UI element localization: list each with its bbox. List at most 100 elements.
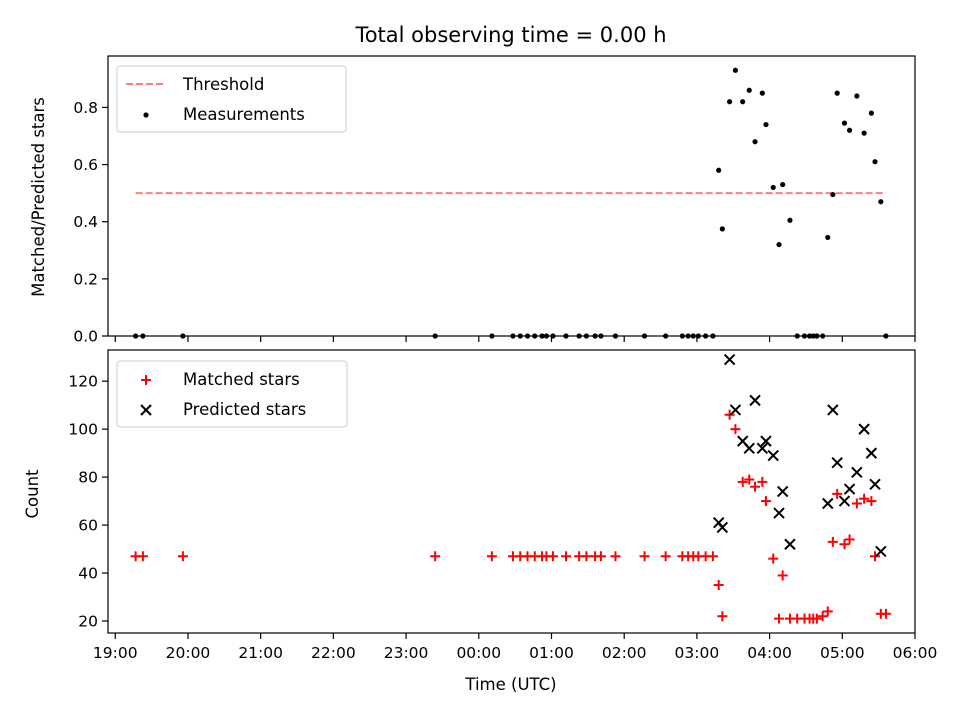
matched-point	[757, 476, 768, 487]
matched-point	[430, 551, 441, 562]
measurement-point	[872, 159, 878, 165]
x-stroke-b	[838, 495, 851, 507]
x-tick-label: 22:00	[311, 644, 356, 662]
x-stroke-b	[723, 353, 736, 366]
legend-threshold-label: Threshold	[182, 75, 264, 94]
measurement-point	[740, 99, 746, 105]
predicted-point	[851, 466, 863, 479]
top-y-axis-label: Matched/Predicted stars	[29, 97, 48, 297]
predicted-point	[723, 353, 736, 366]
x-stroke-b	[729, 404, 742, 416]
bottom-y-axis-label: Count	[23, 469, 42, 519]
matched-point	[750, 481, 761, 492]
predicted-point	[749, 394, 761, 407]
legend-matched-swatch	[141, 375, 151, 385]
x-stroke-b	[827, 404, 839, 416]
x-tick-label: 00:00	[456, 644, 501, 662]
matched-point	[713, 580, 724, 591]
predicted-point	[743, 442, 755, 455]
measurement-point	[846, 127, 853, 133]
x-stroke-b	[831, 457, 843, 469]
x-stroke-b	[749, 394, 761, 407]
x-stroke-b	[851, 466, 863, 479]
matched-point	[561, 551, 572, 562]
measurement-point	[787, 217, 793, 223]
measurement-point	[854, 93, 860, 99]
y-tick-label: 40	[78, 565, 98, 583]
y-tick-label: 0.8	[73, 99, 98, 117]
axes-frame	[107, 349, 916, 634]
x-tick-label: 19:00	[93, 644, 138, 662]
predicted-point	[822, 497, 834, 510]
predicted-point	[756, 442, 769, 455]
measurement-point	[746, 87, 752, 93]
measurement-point	[825, 234, 831, 241]
measurement-point	[752, 139, 758, 145]
y-tick-label: 0.0	[73, 328, 98, 346]
predicted-point	[869, 478, 881, 491]
matched-point	[832, 488, 843, 499]
measurement-point	[780, 181, 786, 188]
matched-point	[177, 551, 188, 562]
predicted-point	[767, 449, 779, 462]
legend-matched-label: Matched stars	[183, 370, 300, 389]
x-stroke-b	[869, 478, 881, 491]
x-stroke-b	[773, 507, 785, 519]
predicted-point	[729, 404, 742, 416]
legend-measurements-swatch	[143, 112, 149, 118]
measurement-point	[716, 167, 722, 173]
x-tick-label: 04:00	[747, 644, 792, 662]
x-stroke-b	[743, 442, 755, 455]
matched-point	[822, 606, 833, 617]
top-legend: Threshold Measurements	[116, 65, 347, 133]
y-tick-label: 0.4	[73, 213, 98, 231]
x-tick-label: 21:00	[238, 644, 283, 662]
matched-point	[777, 570, 788, 581]
matched-point	[844, 534, 855, 545]
x-stroke-b	[822, 497, 834, 510]
measurement-point	[868, 110, 874, 116]
legend-predicted-label: Predicted stars	[183, 400, 306, 419]
legend-measurements-label: Measurements	[183, 105, 305, 124]
matched-point	[137, 551, 148, 562]
legend-box	[116, 360, 348, 428]
chart-title: Total observing time = 0.00 h	[354, 23, 666, 47]
measurement-point	[732, 67, 739, 73]
count-panel: Count Time (UTC) 20 40 60 80 100 120 19:00 20:0…	[23, 349, 937, 694]
legend-box	[116, 65, 347, 133]
predicted-point	[827, 404, 839, 416]
x-tick-label: 05:00	[820, 644, 865, 662]
x-tick-label: 01:00	[529, 644, 574, 662]
x-stroke-b	[865, 447, 878, 459]
x-tick-label: 23:00	[384, 644, 429, 662]
y-tick-label: 20	[78, 613, 98, 631]
x-tick-label: 02:00	[602, 644, 647, 662]
x-axis-label: Time (UTC)	[464, 675, 556, 694]
predicted-point	[831, 457, 843, 469]
y-tick-label: 0.6	[73, 156, 98, 174]
x-stroke-b	[140, 404, 152, 416]
matched-point	[707, 551, 718, 562]
top-plot-area: 0.0 0.2 0.4 0.6 0.8 Threshold Measurements	[73, 55, 916, 346]
axes-frame	[107, 55, 916, 337]
y-tick-label: 100	[68, 421, 98, 439]
bottom-plot-area: 20 40 60 80 100 120 19:00 20:00 21:00 22:00 23:00 0…	[68, 349, 937, 662]
ratio-panel: Total observing time = 0.00 h Matched/Pr…	[29, 23, 916, 346]
matched-point	[760, 496, 771, 507]
matched-point	[610, 551, 621, 562]
x-stroke-b	[756, 442, 769, 455]
matched-point	[737, 476, 748, 487]
matched-point	[839, 539, 850, 550]
matched-point	[717, 611, 728, 622]
y-tick-label: 80	[78, 469, 98, 487]
measurement-point	[830, 191, 836, 198]
x-stroke-b	[784, 538, 796, 550]
matched-point	[774, 613, 785, 624]
matched-point	[730, 424, 741, 435]
measurement-point	[878, 199, 884, 205]
matched-point	[486, 551, 497, 562]
measurement-point	[727, 99, 733, 105]
matched-point	[724, 409, 735, 420]
matched-point	[581, 551, 592, 562]
x-tick-label: 20:00	[166, 644, 211, 662]
